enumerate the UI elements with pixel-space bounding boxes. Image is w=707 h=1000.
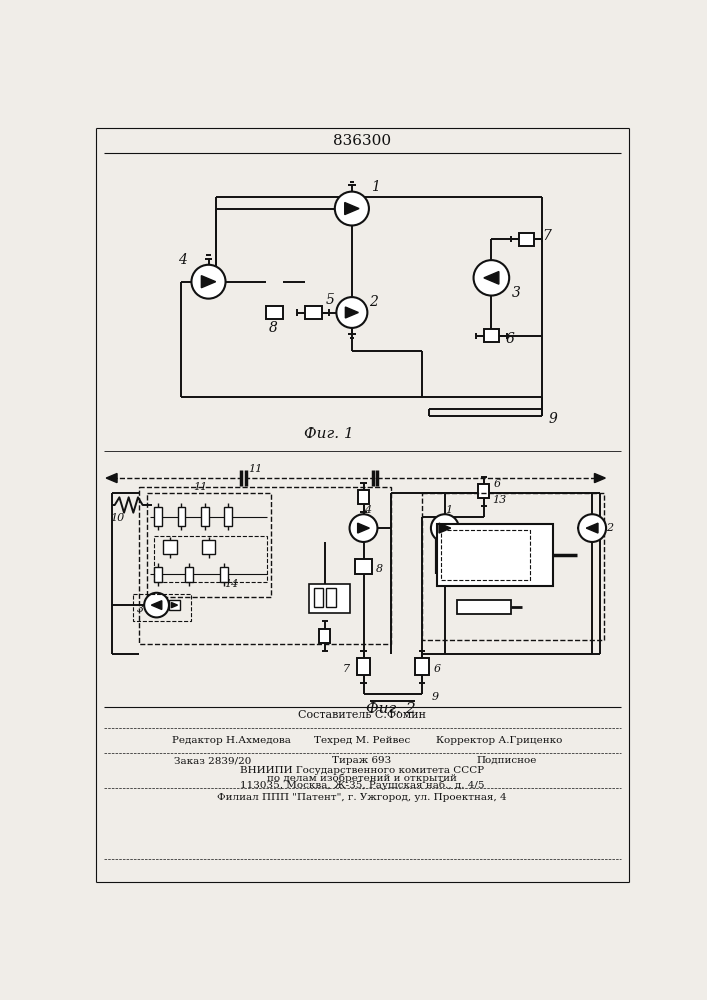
Circle shape bbox=[335, 192, 369, 225]
Text: Филиал ППП "Патент", г. Ужгород, ул. Проектная, 4: Филиал ППП "Патент", г. Ужгород, ул. Про… bbox=[217, 793, 507, 802]
Circle shape bbox=[349, 514, 378, 542]
Text: по делам изобретений и открытий: по делам изобретений и открытий bbox=[267, 774, 457, 783]
Polygon shape bbox=[345, 203, 359, 215]
Text: M: M bbox=[269, 308, 279, 318]
Bar bbox=[478, 484, 489, 498]
Text: 6: 6 bbox=[494, 479, 501, 489]
Text: Корректор А.Гриценко: Корректор А.Гриценко bbox=[436, 736, 562, 745]
Bar bbox=[518, 233, 534, 246]
Text: 14: 14 bbox=[225, 579, 239, 589]
Bar bbox=[484, 329, 499, 342]
Text: 8: 8 bbox=[375, 564, 382, 574]
Bar bbox=[457, 600, 510, 614]
Text: 9: 9 bbox=[549, 412, 558, 426]
Text: 3: 3 bbox=[136, 604, 144, 614]
Bar bbox=[421, 493, 604, 640]
Text: 113035, Москва, Ж-35, Раушская наб., д. 4/5: 113035, Москва, Ж-35, Раушская наб., д. … bbox=[240, 781, 484, 790]
Circle shape bbox=[474, 260, 509, 296]
Text: 7: 7 bbox=[343, 664, 350, 674]
Bar bbox=[154, 567, 162, 582]
Circle shape bbox=[144, 593, 169, 617]
Circle shape bbox=[337, 297, 368, 328]
Bar bbox=[224, 507, 232, 526]
Polygon shape bbox=[151, 601, 162, 609]
Polygon shape bbox=[484, 272, 499, 284]
Text: 2: 2 bbox=[606, 523, 613, 533]
Polygon shape bbox=[439, 523, 451, 533]
Bar bbox=[146, 493, 271, 597]
Text: 11: 11 bbox=[248, 464, 262, 474]
Circle shape bbox=[192, 265, 226, 299]
Polygon shape bbox=[595, 473, 605, 483]
Bar bbox=[177, 507, 185, 526]
Text: 5: 5 bbox=[326, 293, 334, 307]
Polygon shape bbox=[345, 307, 358, 318]
Text: 2: 2 bbox=[369, 295, 378, 309]
Circle shape bbox=[578, 514, 606, 542]
Circle shape bbox=[431, 514, 459, 542]
Polygon shape bbox=[201, 276, 216, 288]
Text: 13: 13 bbox=[492, 495, 506, 505]
Bar bbox=[266, 306, 283, 319]
Text: 1: 1 bbox=[370, 180, 380, 194]
Text: Подписное: Подписное bbox=[477, 756, 537, 765]
Bar bbox=[169, 600, 180, 610]
Text: 9: 9 bbox=[432, 692, 439, 702]
Bar bbox=[154, 507, 162, 526]
Bar bbox=[441, 530, 530, 580]
Text: Фиг. 1: Фиг. 1 bbox=[304, 427, 354, 441]
Bar bbox=[327, 588, 336, 607]
Bar bbox=[356, 658, 370, 675]
Bar bbox=[314, 588, 323, 607]
Text: ВНИИПИ Государственного комитета СССР: ВНИИПИ Государственного комитета СССР bbox=[240, 766, 484, 775]
Polygon shape bbox=[171, 602, 177, 608]
Text: 4: 4 bbox=[177, 253, 187, 267]
Bar bbox=[134, 594, 192, 620]
Bar bbox=[185, 567, 193, 582]
Text: Составитель С.Фомин: Составитель С.Фомин bbox=[298, 710, 426, 720]
Text: 8: 8 bbox=[269, 321, 277, 335]
Text: 10: 10 bbox=[111, 513, 125, 523]
Text: 4: 4 bbox=[364, 505, 371, 515]
Polygon shape bbox=[106, 473, 117, 483]
Bar bbox=[358, 490, 369, 504]
Bar bbox=[139, 487, 391, 644]
Bar bbox=[437, 524, 554, 586]
Text: M: M bbox=[358, 562, 368, 572]
Text: 3: 3 bbox=[512, 286, 520, 300]
Text: Редактор Н.Ахмедова: Редактор Н.Ахмедова bbox=[173, 736, 291, 745]
Bar bbox=[201, 507, 209, 526]
Text: 7: 7 bbox=[542, 229, 551, 242]
Bar bbox=[305, 306, 322, 319]
Bar bbox=[309, 584, 349, 613]
Polygon shape bbox=[586, 523, 598, 533]
Bar bbox=[163, 540, 177, 554]
Bar bbox=[201, 540, 216, 554]
Text: 1: 1 bbox=[445, 505, 452, 515]
Text: Техред М. Рейвес: Техред М. Рейвес bbox=[314, 736, 410, 745]
Bar bbox=[320, 629, 330, 643]
Bar bbox=[220, 567, 228, 582]
Text: Фиг. 2: Фиг. 2 bbox=[366, 702, 416, 716]
Polygon shape bbox=[358, 523, 369, 533]
Bar bbox=[154, 536, 267, 582]
Text: Заказ 2839/20: Заказ 2839/20 bbox=[174, 756, 251, 765]
Bar bbox=[355, 559, 372, 574]
Text: 12: 12 bbox=[484, 565, 498, 575]
Text: 6: 6 bbox=[433, 664, 440, 674]
Text: Тираж 693: Тираж 693 bbox=[332, 756, 392, 765]
Bar bbox=[414, 658, 428, 675]
Text: 836300: 836300 bbox=[333, 134, 391, 148]
Text: 6: 6 bbox=[506, 332, 515, 346]
Text: 11: 11 bbox=[194, 482, 208, 492]
